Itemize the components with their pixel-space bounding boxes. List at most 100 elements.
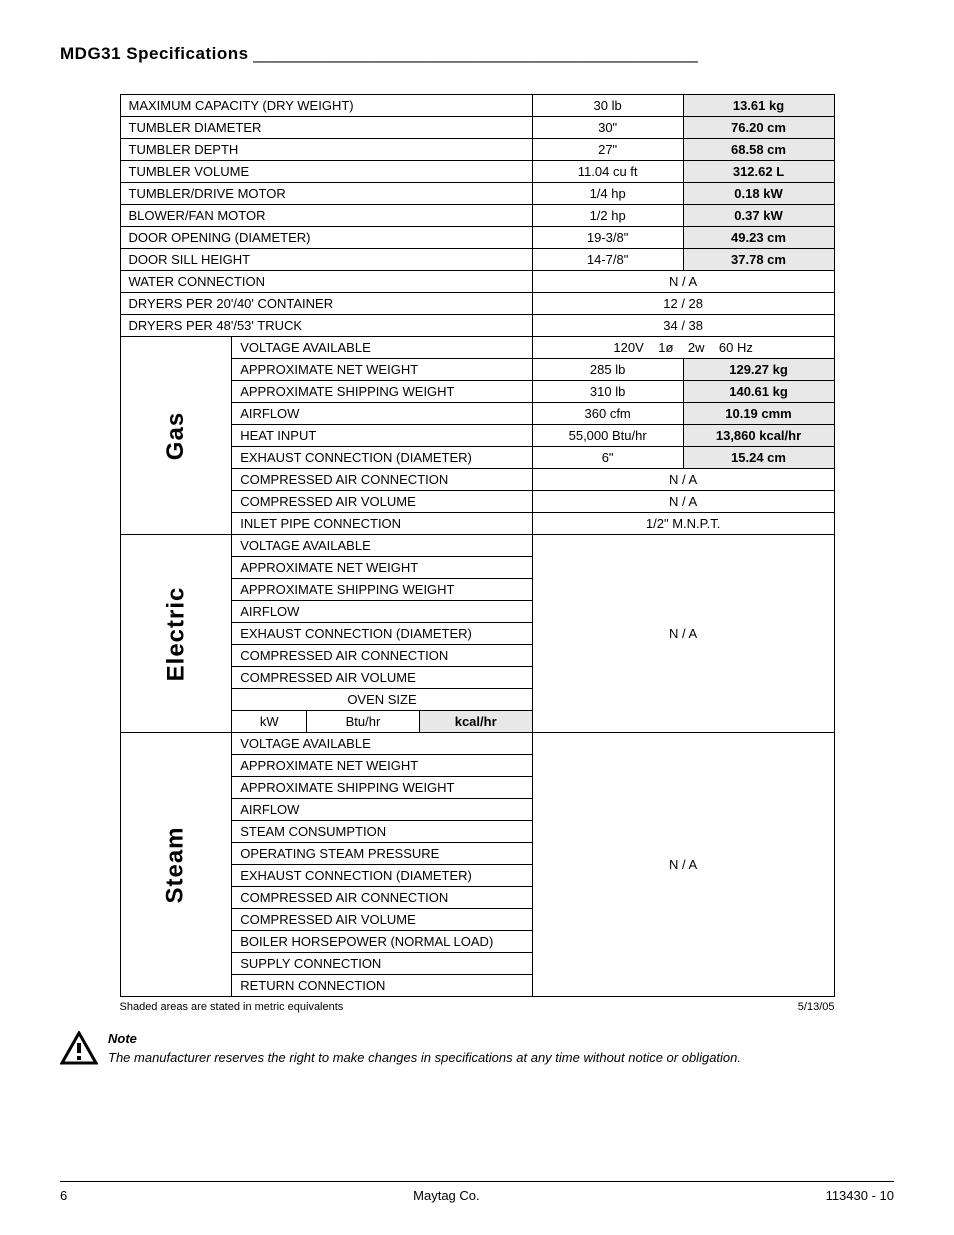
spec-metric: 0.18 kW <box>683 183 834 205</box>
table-row: TUMBLER VOLUME 11.04 cu ft 312.62 L <box>120 161 834 183</box>
spec-na: N / A <box>532 733 834 997</box>
spec-metric: 312.62 L <box>683 161 834 183</box>
spec-label: DRYERS PER 20'/40' CONTAINER <box>120 293 532 315</box>
footnote-left: Shaded areas are stated in metric equiva… <box>120 1001 344 1013</box>
table-row: Steam VOLTAGE AVAILABLE N / A <box>120 733 834 755</box>
spec-label: APPROXIMATE SHIPPING WEIGHT <box>232 579 533 601</box>
table-row: MAXIMUM CAPACITY (DRY WEIGHT) 30 lb 13.6… <box>120 95 834 117</box>
spec-label: OPERATING STEAM PRESSURE <box>232 843 533 865</box>
spec-label: TUMBLER DEPTH <box>120 139 532 161</box>
spec-label: COMPRESSED AIR CONNECTION <box>232 887 533 909</box>
spec-label: COMPRESSED AIR CONNECTION <box>232 645 533 667</box>
spec-label: TUMBLER/DRIVE MOTOR <box>120 183 532 205</box>
footer-docid: 113430 - 10 <box>826 1188 894 1203</box>
spec-label: COMPRESSED AIR VOLUME <box>232 491 533 513</box>
spec-label: COMPRESSED AIR VOLUME <box>232 909 533 931</box>
spec-label: VOLTAGE AVAILABLE <box>232 535 533 557</box>
page-footer: 6 Maytag Co. 113430 - 10 <box>60 1181 894 1203</box>
spec-label: EXHAUST CONNECTION (DIAMETER) <box>232 865 533 887</box>
table-row: DRYERS PER 20'/40' CONTAINER 12 / 28 <box>120 293 834 315</box>
note-block: Note The manufacturer reserves the right… <box>60 1031 894 1065</box>
spec-label: AIRFLOW <box>232 601 533 623</box>
spec-imperial: 11.04 cu ft <box>532 161 683 183</box>
spec-value: 1/2" M.N.P.T. <box>532 513 834 535</box>
spec-label: INLET PIPE CONNECTION <box>232 513 533 535</box>
spec-metric: 0.37 kW <box>683 205 834 227</box>
table-row: TUMBLER/DRIVE MOTOR 1/4 hp 0.18 kW <box>120 183 834 205</box>
table-row: WATER CONNECTION N / A <box>120 271 834 293</box>
spec-label: APPROXIMATE SHIPPING WEIGHT <box>232 381 533 403</box>
page-title: MDG31 Specifications ___________________… <box>60 44 894 64</box>
spec-imperial: 30 lb <box>532 95 683 117</box>
spec-na: N / A <box>532 535 834 733</box>
table-row: DOOR OPENING (DIAMETER) 19-3/8" 49.23 cm <box>120 227 834 249</box>
spec-imperial: 19-3/8" <box>532 227 683 249</box>
spec-label: COMPRESSED AIR CONNECTION <box>232 469 533 491</box>
spec-label: VOLTAGE AVAILABLE <box>232 337 533 359</box>
spec-metric: 15.24 cm <box>683 447 834 469</box>
spec-imperial: 27" <box>532 139 683 161</box>
spec-imperial: 1/4 hp <box>532 183 683 205</box>
spec-imperial: 360 cfm <box>532 403 683 425</box>
spec-table: MAXIMUM CAPACITY (DRY WEIGHT) 30 lb 13.6… <box>120 94 835 997</box>
footer-company: Maytag Co. <box>413 1188 479 1203</box>
spec-imperial: 1/2 hp <box>532 205 683 227</box>
spec-value: 120V 1ø 2w 60 Hz <box>532 337 834 359</box>
spec-imperial: 55,000 Btu/hr <box>532 425 683 447</box>
table-row: DRYERS PER 48'/53' TRUCK 34 / 38 <box>120 315 834 337</box>
spec-label: APPROXIMATE SHIPPING WEIGHT <box>232 777 533 799</box>
spec-label: DOOR SILL HEIGHT <box>120 249 532 271</box>
spec-label: AIRFLOW <box>232 403 533 425</box>
spec-imperial: 6" <box>532 447 683 469</box>
spec-metric: 13,860 kcal/hr <box>683 425 834 447</box>
footer-page-number: 6 <box>60 1188 67 1203</box>
table-row: Gas VOLTAGE AVAILABLE 120V 1ø 2w 60 Hz <box>120 337 834 359</box>
spec-imperial: 285 lb <box>532 359 683 381</box>
spec-imperial: 30" <box>532 117 683 139</box>
spec-label: AIRFLOW <box>232 799 533 821</box>
spec-label: APPROXIMATE NET WEIGHT <box>232 755 533 777</box>
spec-label: HEAT INPUT <box>232 425 533 447</box>
spec-label: RETURN CONNECTION <box>232 975 533 997</box>
spec-value: 12 / 28 <box>532 293 834 315</box>
table-row: TUMBLER DEPTH 27" 68.58 cm <box>120 139 834 161</box>
spec-imperial: 14-7/8" <box>532 249 683 271</box>
warning-icon <box>60 1031 98 1065</box>
spec-label: TUMBLER VOLUME <box>120 161 532 183</box>
spec-metric: 49.23 cm <box>683 227 834 249</box>
spec-metric: 37.78 cm <box>683 249 834 271</box>
table-row: DOOR SILL HEIGHT 14-7/8" 37.78 cm <box>120 249 834 271</box>
spec-metric: 10.19 cmm <box>683 403 834 425</box>
spec-label: DOOR OPENING (DIAMETER) <box>120 227 532 249</box>
spec-metric: 13.61 kg <box>683 95 834 117</box>
spec-label: VOLTAGE AVAILABLE <box>232 733 533 755</box>
table-row: BLOWER/FAN MOTOR 1/2 hp 0.37 kW <box>120 205 834 227</box>
spec-metric: 129.27 kg <box>683 359 834 381</box>
spec-metric: 68.58 cm <box>683 139 834 161</box>
spec-label: BLOWER/FAN MOTOR <box>120 205 532 227</box>
footnote-right: 5/13/05 <box>798 1001 835 1013</box>
spec-value: N / A <box>532 491 834 513</box>
section-label-gas: Gas <box>120 337 232 535</box>
oven-col-btu: Btu/hr <box>307 711 419 733</box>
oven-col-kw: kW <box>232 711 307 733</box>
spec-imperial: 310 lb <box>532 381 683 403</box>
spec-label: APPROXIMATE NET WEIGHT <box>232 557 533 579</box>
table-footnote: Shaded areas are stated in metric equiva… <box>120 1001 835 1013</box>
section-label-electric: Electric <box>120 535 232 733</box>
spec-metric: 76.20 cm <box>683 117 834 139</box>
spec-label: EXHAUST CONNECTION (DIAMETER) <box>232 447 533 469</box>
table-row: TUMBLER DIAMETER 30" 76.20 cm <box>120 117 834 139</box>
spec-label: DRYERS PER 48'/53' TRUCK <box>120 315 532 337</box>
title-underscore: ________________________________________… <box>249 44 698 63</box>
spec-label: SUPPLY CONNECTION <box>232 953 533 975</box>
spec-metric: 140.61 kg <box>683 381 834 403</box>
spec-value: N / A <box>532 271 834 293</box>
section-label-steam: Steam <box>120 733 232 997</box>
spec-label: APPROXIMATE NET WEIGHT <box>232 359 533 381</box>
spec-label: WATER CONNECTION <box>120 271 532 293</box>
oven-col-kcal: kcal/hr <box>419 711 532 733</box>
spec-label: EXHAUST CONNECTION (DIAMETER) <box>232 623 533 645</box>
title-text: MDG31 Specifications <box>60 44 249 63</box>
note-body: The manufacturer reserves the right to m… <box>108 1050 741 1065</box>
